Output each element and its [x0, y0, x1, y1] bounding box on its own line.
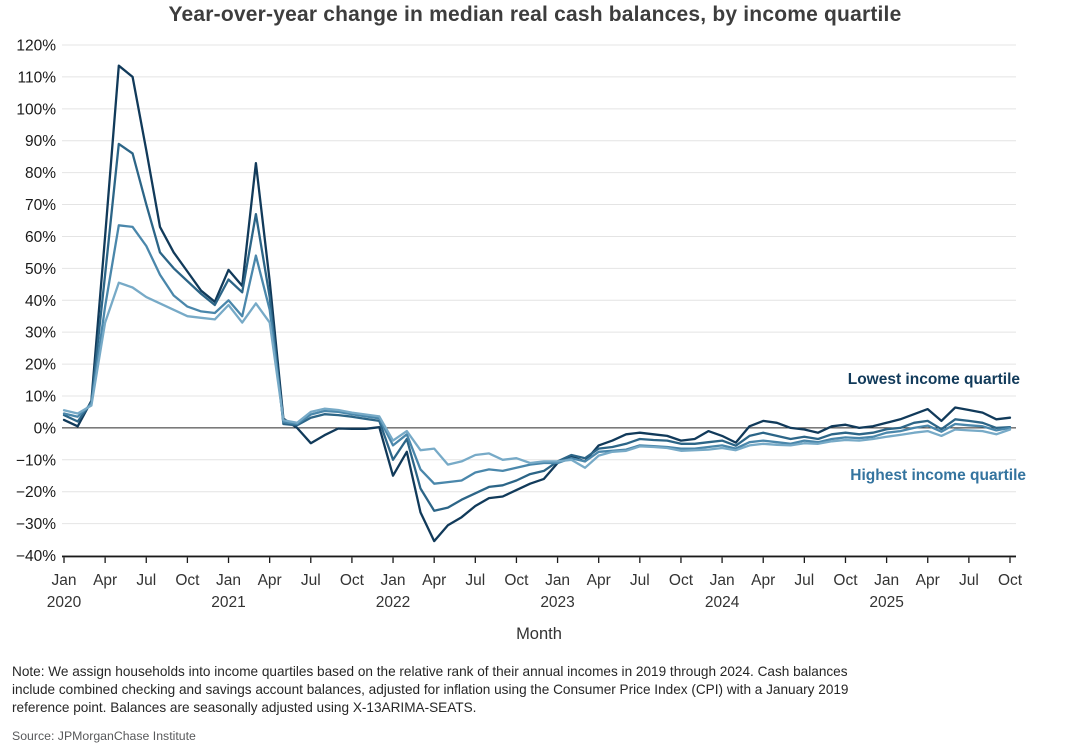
y-axis-tick-label: 50%: [25, 261, 56, 278]
y-axis-tick-label: 0%: [34, 420, 57, 437]
page-title: Year-over-year change in median real cas…: [168, 3, 902, 26]
note-line: Note: We assign households into income q…: [12, 664, 848, 679]
y-axis-tick-label: 70%: [25, 197, 56, 214]
y-axis-tick-label: 40%: [25, 293, 56, 310]
x-axis-tick-label: Apr: [258, 572, 282, 589]
x-axis-tick-label: Oct: [669, 572, 694, 589]
y-axis-tick-label: 90%: [25, 133, 56, 150]
x-axis-year-label: 2021: [211, 594, 245, 611]
y-axis-tick-label: 60%: [25, 229, 56, 246]
x-axis-tick-label: Apr: [751, 572, 775, 589]
x-axis-year-label: 2025: [869, 594, 903, 611]
series-line-third-income-quartile: [62, 224, 1012, 485]
x-axis-tick-label: Jul: [794, 572, 814, 589]
x-axis-tick-label: Oct: [504, 572, 529, 589]
y-axis-tick-label: −30%: [16, 516, 56, 533]
x-axis-year-label: 2022: [376, 594, 410, 611]
series-label-lowest-income-quartile: Lowest income quartile: [848, 371, 1021, 388]
x-axis-tick-label: Jul: [630, 572, 650, 589]
x-axis-tick-label: Apr: [587, 572, 611, 589]
series-line-highest-income-quartile: [62, 281, 1012, 469]
x-axis-tick-label: Oct: [833, 572, 858, 589]
chart-note: Note: We assign households into income q…: [12, 663, 1058, 717]
x-axis-tick-label: Apr: [422, 572, 446, 589]
y-axis-tick-label: −20%: [16, 484, 56, 501]
x-axis-title: Month: [516, 625, 562, 643]
x-axis-year-label: 2024: [705, 594, 740, 611]
x-axis-tick-label: Jan: [545, 572, 570, 589]
y-axis-tick-label: 80%: [25, 165, 56, 182]
x-axis-tick-label: Jan: [52, 572, 77, 589]
x-axis-tick-label: Jul: [136, 572, 156, 589]
x-axis-tick-label: Oct: [998, 572, 1023, 589]
x-axis-tick-label: Apr: [93, 572, 117, 589]
x-axis-tick-label: Oct: [175, 572, 200, 589]
x-axis-tick-label: Jan: [216, 572, 241, 589]
y-axis-tick-label: 10%: [25, 388, 56, 405]
y-axis-tick-label: 30%: [25, 325, 56, 342]
x-axis-tick-label: Jul: [465, 572, 485, 589]
x-axis-tick-label: Jul: [301, 572, 321, 589]
y-axis-tick-label: −10%: [16, 452, 56, 469]
series-line-second-income-quartile: [62, 142, 1012, 512]
x-axis-tick-label: Jan: [710, 572, 735, 589]
series-line-lowest-income-quartile: [62, 64, 1012, 543]
x-axis-tick-label: Jan: [874, 572, 899, 589]
line-chart: 120% 110% 100% 90% 80% 70% 60% 50% 40% 30% 20% 10% 0…: [16, 38, 1026, 644]
source-caption: Source: JPMorganChase Institute: [12, 729, 196, 743]
note-line: reference point. Balances are seasonally…: [12, 700, 477, 715]
x-axis-year-label: 2023: [540, 594, 574, 611]
y-axis-tick-label: 20%: [25, 357, 56, 374]
y-axis-tick-label: 110%: [18, 69, 57, 86]
y-axis-tick-label: 100%: [16, 101, 56, 118]
x-axis-tick-label: Jul: [959, 572, 979, 589]
y-axis-tick-label: 120%: [16, 38, 56, 55]
y-axis-tick-label: −40%: [16, 548, 56, 565]
series-label-highest-income-quartile: Highest income quartile: [850, 467, 1026, 484]
x-axis-tick-label: Jan: [381, 572, 406, 589]
note-line: include combined checking and savings ac…: [12, 682, 849, 697]
x-axis-tick-label: Oct: [340, 572, 365, 589]
x-axis-year-label: 2020: [47, 594, 82, 611]
x-axis-tick-label: Apr: [916, 572, 940, 589]
